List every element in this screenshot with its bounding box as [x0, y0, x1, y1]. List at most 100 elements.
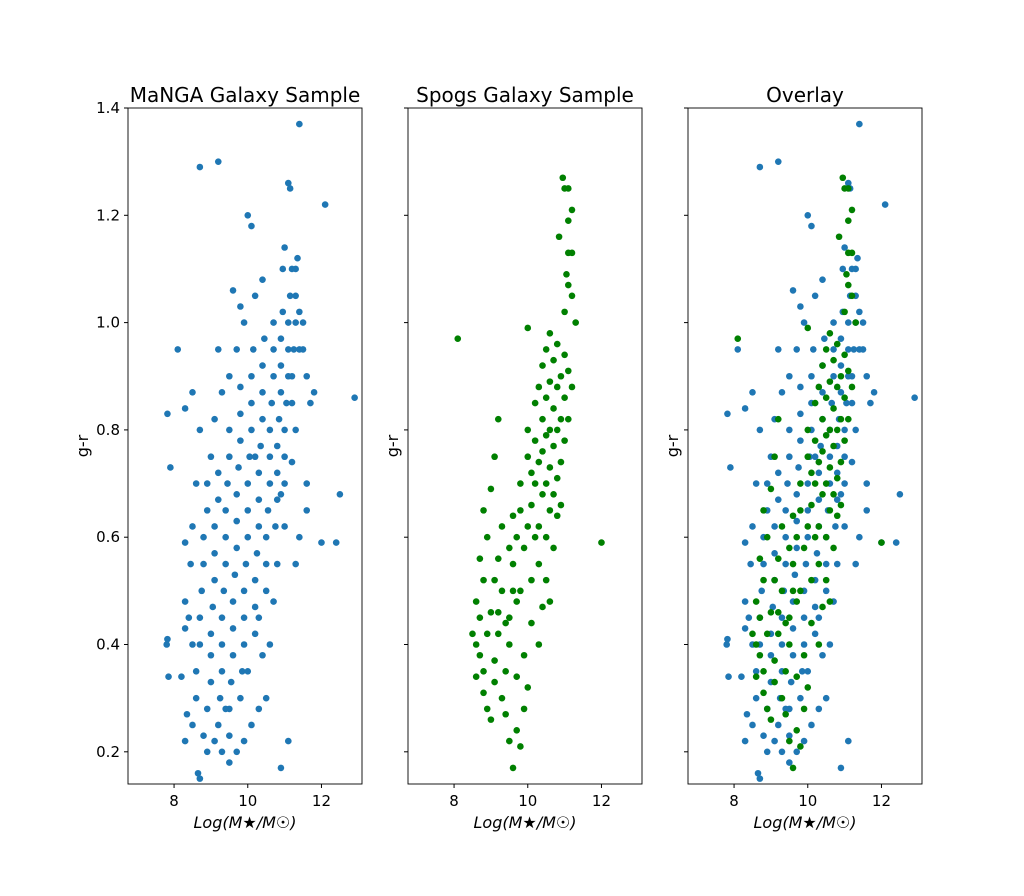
spogs-point: [546, 598, 554, 605]
manga-point: [233, 517, 241, 525]
spogs-point: [811, 533, 819, 541]
manga-point: [881, 201, 889, 208]
manga-point: [797, 383, 804, 391]
spogs-point: [494, 609, 502, 616]
spogs-point: [535, 458, 543, 466]
manga-point: [841, 244, 848, 251]
manga-point: [235, 464, 242, 471]
manga-point: [741, 405, 749, 412]
manga-point: [813, 550, 821, 557]
spogs-point: [808, 501, 815, 509]
spogs-point: [844, 217, 852, 224]
spogs-point: [844, 367, 852, 375]
manga-point: [200, 533, 207, 541]
manga-point: [294, 254, 301, 262]
manga-point: [763, 748, 771, 756]
manga-point: [229, 651, 237, 659]
manga-point: [262, 694, 270, 702]
manga-point: [303, 480, 311, 487]
spogs-point: [833, 340, 841, 348]
spogs-point: [782, 619, 789, 627]
manga-point: [229, 287, 237, 294]
axes-frame: [127, 107, 363, 785]
spogs-point: [509, 512, 517, 520]
manga-point: [203, 480, 211, 487]
manga-point: [833, 560, 841, 568]
manga-point: [808, 222, 815, 230]
spogs-point: [535, 641, 543, 648]
spogs-point: [774, 415, 782, 423]
spogs-point: [822, 394, 830, 402]
manga-point: [856, 533, 863, 541]
manga-point: [911, 394, 918, 402]
manga-point: [226, 372, 233, 380]
manga-point: [892, 539, 900, 546]
manga-point: [793, 346, 801, 353]
manga-point: [819, 276, 826, 283]
manga-point: [811, 292, 819, 300]
manga-point: [826, 641, 834, 648]
manga-point: [854, 254, 861, 262]
manga-point: [830, 319, 837, 326]
spogs-point: [811, 480, 819, 487]
spogs-point: [763, 533, 771, 541]
spogs-point: [793, 727, 801, 734]
spogs-point: [756, 555, 764, 562]
spogs-point: [564, 249, 572, 257]
spogs-point: [517, 743, 524, 750]
manga-point: [270, 319, 277, 326]
manga-point: [296, 120, 303, 128]
spogs-point: [752, 641, 760, 648]
spogs-point: [550, 405, 557, 412]
spogs-point: [752, 598, 760, 605]
spogs-point: [546, 330, 554, 337]
spogs-point: [513, 727, 521, 734]
spogs-point: [469, 630, 476, 638]
spogs-point: [815, 523, 823, 530]
spogs-point: [509, 560, 517, 568]
manga-point: [724, 635, 731, 643]
manga-point: [209, 603, 217, 611]
manga-point: [277, 764, 285, 772]
spogs-point: [822, 533, 830, 541]
spogs-point: [833, 474, 841, 482]
spogs-point: [564, 217, 572, 224]
spogs-point: [826, 330, 834, 337]
manga-point: [789, 625, 797, 632]
manga-point: [804, 212, 812, 219]
manga-point: [218, 641, 226, 648]
manga-point: [821, 335, 828, 342]
manga-point: [833, 496, 841, 503]
spogs-point: [837, 415, 845, 423]
spogs-point: [550, 356, 557, 364]
manga-point: [194, 769, 202, 777]
manga-point: [262, 587, 270, 595]
manga-point: [896, 490, 904, 498]
manga-point: [259, 362, 266, 369]
spogs-point: [774, 630, 782, 638]
spogs-point: [531, 437, 539, 444]
manga-point: [216, 694, 224, 702]
manga-point: [255, 614, 263, 621]
manga-point: [800, 614, 808, 621]
manga-point: [804, 480, 812, 487]
manga-point: [187, 560, 194, 568]
spogs-point: [804, 684, 812, 691]
manga-point: [281, 453, 288, 461]
x-tick-label: 8: [449, 792, 459, 810]
manga-point: [251, 453, 259, 461]
spogs-point: [843, 271, 850, 278]
manga-point: [244, 212, 252, 219]
manga-point: [181, 539, 189, 546]
manga-point: [844, 319, 852, 326]
manga-point: [859, 319, 867, 326]
spogs-point: [528, 501, 535, 509]
spogs-point: [778, 587, 786, 595]
manga-point: [841, 523, 848, 530]
manga-point: [292, 426, 299, 434]
spogs-point: [878, 539, 885, 546]
spogs-point: [498, 587, 506, 595]
spogs-point: [535, 383, 543, 391]
manga-point: [240, 641, 248, 648]
manga-point: [791, 571, 799, 579]
